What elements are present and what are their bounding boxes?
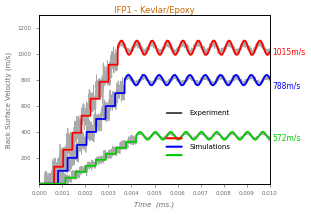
Text: 1015m/s: 1015m/s <box>272 48 305 57</box>
Text: Simulations: Simulations <box>189 144 230 150</box>
Text: 788m/s: 788m/s <box>272 82 300 91</box>
X-axis label: Time  (ms.): Time (ms.) <box>134 202 174 208</box>
Y-axis label: Back Surface Velocity (m/s): Back Surface Velocity (m/s) <box>6 52 12 148</box>
Text: 572m/s: 572m/s <box>272 134 301 143</box>
Text: Experiment: Experiment <box>189 110 229 116</box>
Title: IFP1 - Kevlar/Epoxy: IFP1 - Kevlar/Epoxy <box>114 6 195 15</box>
